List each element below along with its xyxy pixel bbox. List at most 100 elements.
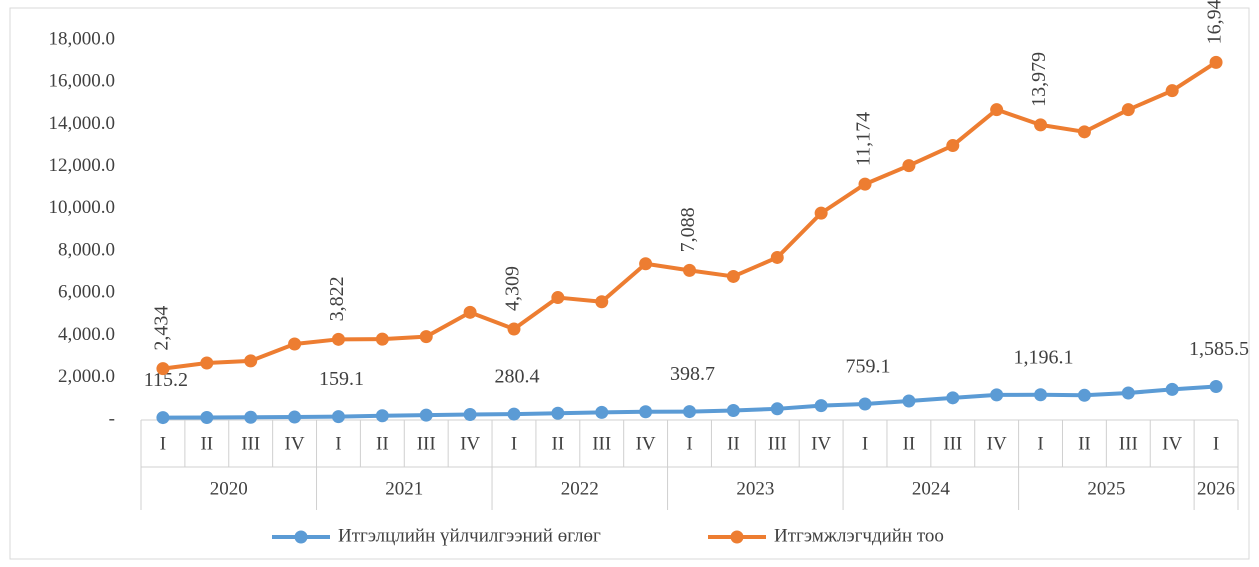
data-point	[814, 206, 828, 220]
data-point	[331, 332, 345, 346]
data-point	[726, 269, 740, 283]
data-label: 16,941	[1204, 0, 1226, 44]
x-tick-label: II	[200, 433, 213, 454]
data-point	[639, 405, 653, 419]
data-point	[902, 394, 916, 408]
x-group-label: 2026	[1197, 478, 1235, 499]
x-tick-label: IV	[285, 433, 305, 454]
data-point	[902, 159, 916, 173]
x-tick-label: I	[1213, 433, 1219, 454]
data-label: 13,979	[1028, 52, 1050, 107]
data-point	[1121, 386, 1135, 400]
data-label: 115.2	[144, 369, 188, 391]
x-group-label: 2024	[912, 478, 951, 499]
data-point	[1077, 125, 1091, 139]
legend-label: Итгэлцлийн үйлчилгээний өглөг	[338, 525, 601, 546]
data-point	[990, 388, 1004, 402]
data-point	[507, 407, 521, 421]
data-point	[551, 406, 565, 420]
x-tick-label: III	[1119, 433, 1138, 454]
data-point	[946, 391, 960, 405]
data-point	[375, 332, 389, 346]
legend-label: Итгэмжлэгчдийн тоо	[774, 525, 944, 546]
data-point	[1034, 118, 1048, 132]
data-point	[1209, 380, 1223, 394]
x-group-label: 2022	[561, 478, 599, 499]
data-point	[200, 356, 214, 370]
x-tick-label: III	[417, 433, 436, 454]
data-point	[288, 410, 302, 424]
data-point	[551, 291, 565, 305]
data-point	[1165, 382, 1179, 396]
x-tick-label: IV	[811, 433, 831, 454]
data-point	[1121, 103, 1135, 117]
data-point	[331, 410, 345, 424]
data-point	[288, 337, 302, 351]
data-point	[156, 411, 170, 425]
data-label: 1,585.5	[1189, 338, 1249, 360]
data-point	[419, 330, 433, 344]
x-tick-label: IV	[460, 433, 480, 454]
x-tick-label: II	[376, 433, 389, 454]
x-tick-label: II	[727, 433, 740, 454]
data-point	[463, 408, 477, 422]
data-label: 398.7	[670, 363, 715, 385]
data-label: 1,196.1	[1014, 346, 1074, 368]
x-tick-label: I	[686, 433, 692, 454]
data-point	[990, 103, 1004, 117]
x-tick-label: II	[552, 433, 565, 454]
data-point	[595, 295, 609, 309]
y-tick-label: 6,000.0	[58, 282, 115, 303]
y-tick-label: 8,000.0	[58, 239, 115, 260]
data-point	[463, 305, 477, 319]
data-label: 759.1	[846, 356, 891, 378]
data-label: 7,088	[677, 207, 699, 252]
y-tick-label: 2,000.0	[58, 366, 115, 387]
x-tick-label: I	[335, 433, 341, 454]
x-tick-label: II	[903, 433, 916, 454]
data-label: 4,309	[502, 266, 524, 311]
x-tick-label: I	[160, 433, 166, 454]
data-point	[419, 408, 433, 422]
x-tick-label: I	[511, 433, 517, 454]
x-tick-label: IV	[987, 433, 1007, 454]
x-tick-label: III	[943, 433, 962, 454]
legend-marker	[730, 530, 744, 544]
y-tick-label: -	[109, 408, 115, 429]
data-point	[1209, 55, 1223, 69]
data-point	[156, 362, 170, 376]
data-point	[244, 354, 258, 368]
data-point	[726, 404, 740, 417]
data-point	[946, 139, 960, 153]
x-tick-label: IV	[636, 433, 656, 454]
data-point	[683, 405, 696, 419]
x-tick-label: III	[768, 433, 787, 454]
data-point	[1034, 388, 1048, 402]
x-tick-label: I	[1037, 433, 1043, 454]
data-point	[375, 409, 389, 423]
y-tick-label: 16,000.0	[49, 71, 116, 92]
data-label: 3,822	[326, 276, 348, 321]
data-point	[507, 322, 521, 336]
x-tick-label: II	[1078, 433, 1091, 454]
data-label: 280.4	[494, 366, 539, 388]
y-tick-label: 10,000.0	[49, 197, 116, 218]
data-point	[683, 263, 696, 277]
x-group-label: 2021	[385, 478, 423, 499]
x-tick-label: III	[241, 433, 260, 454]
y-tick-label: 18,000.0	[49, 28, 116, 49]
x-group-label: 2025	[1087, 478, 1125, 499]
data-point	[639, 257, 653, 271]
chart-border	[9, 7, 1250, 560]
data-label: 11,174	[853, 112, 875, 166]
x-group-label: 2020	[210, 478, 248, 499]
data-point	[814, 399, 828, 413]
data-point	[1077, 388, 1091, 402]
x-tick-label: IV	[1162, 433, 1182, 454]
data-point	[200, 410, 214, 424]
data-point	[244, 410, 258, 424]
y-tick-label: 12,000.0	[49, 155, 116, 176]
x-tick-label: III	[592, 433, 611, 454]
data-point	[770, 402, 784, 416]
